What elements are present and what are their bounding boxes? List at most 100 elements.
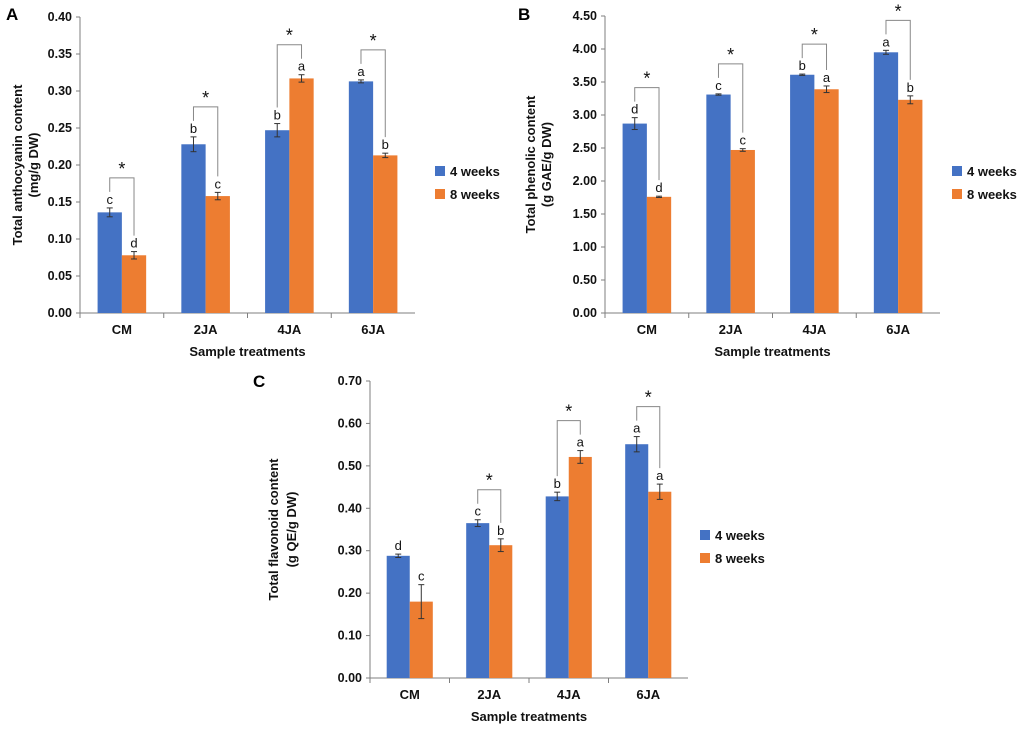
bar-eight-weeks: [648, 491, 672, 678]
bar-four-weeks: [265, 130, 290, 313]
bar-four-weeks: [873, 52, 899, 314]
significance-bracket: [885, 19, 911, 80]
bar-four-weeks: [622, 123, 647, 313]
x-tick-label: 4JA: [277, 322, 301, 337]
significance-bracket: [634, 87, 660, 181]
y-tick-label: 0.50: [338, 459, 362, 473]
y-axis-title-units: (mg/g DW): [26, 133, 41, 198]
legend-swatch: [700, 553, 710, 563]
significance-letter: d: [130, 236, 137, 251]
y-axis-title: Total phenolic content: [523, 95, 538, 233]
significance-bracket: [477, 489, 502, 523]
bar-four-weeks: [790, 74, 815, 314]
y-tick-label: 4.50: [573, 9, 597, 23]
significance-letter: c: [106, 192, 113, 207]
significance-letter: c: [740, 133, 747, 148]
x-tick-label: 6JA: [636, 687, 660, 702]
panel-label: C: [253, 372, 265, 391]
y-tick-label: 4.00: [573, 42, 597, 56]
significance-letter: c: [474, 504, 481, 519]
significance-star: *: [118, 159, 125, 179]
significance-star: *: [286, 26, 293, 46]
significance-letter: b: [799, 58, 806, 73]
significance-bracket: [556, 420, 581, 477]
significance-bracket: [276, 44, 303, 108]
significance-letter: a: [633, 421, 641, 436]
significance-star: *: [727, 45, 734, 65]
legend-label: 4 weeks: [715, 528, 765, 543]
legend-swatch: [952, 189, 962, 199]
y-tick-label: 1.00: [573, 240, 597, 254]
y-tick-label: 0.00: [338, 671, 362, 685]
bar-eight-weeks: [646, 196, 672, 313]
significance-star: *: [370, 31, 377, 51]
significance-letter: c: [215, 176, 222, 191]
significance-letter: b: [382, 137, 389, 152]
y-tick-label: 2.00: [573, 174, 597, 188]
x-axis-title: Sample treatments: [714, 344, 830, 359]
y-tick-label: 3.00: [573, 108, 597, 122]
y-tick-label: 0.25: [48, 121, 72, 135]
significance-letter: d: [631, 102, 638, 117]
legend-label: 8 weeks: [967, 187, 1017, 202]
legend-label: 8 weeks: [715, 551, 765, 566]
legend-swatch: [700, 530, 710, 540]
significance-letter: d: [655, 180, 662, 195]
significance-bracket: [636, 406, 661, 469]
significance-star: *: [645, 388, 652, 408]
chart-panel-c: C 0.00 0.10 0.20 0.30 0.40 0.50 0.60 0.70 Total f…: [253, 372, 765, 724]
bar-four-weeks: [348, 81, 374, 313]
legend-label: 4 weeks: [450, 164, 500, 179]
x-tick-label: 6JA: [886, 322, 910, 337]
chart-panel-a: A 0.00 0.05 0.10 0.15 0.20 0.25 0.30 0.35 0.40 Tot…: [6, 5, 500, 359]
y-tick-label: 0.10: [48, 232, 72, 246]
x-tick-label: 2JA: [477, 687, 501, 702]
significance-star: *: [486, 471, 493, 491]
significance-bracket: [717, 63, 744, 133]
y-tick-label: 3.50: [573, 75, 597, 89]
y-tick-label: 0.20: [338, 586, 362, 600]
significance-letter: c: [715, 78, 722, 93]
bar-eight-weeks: [409, 601, 433, 678]
y-tick-label: 0.70: [338, 374, 362, 388]
y-axis-title-units: (g GAE/g DW): [539, 122, 554, 207]
y-tick-label: 1.50: [573, 207, 597, 221]
significance-letter: d: [395, 538, 402, 553]
significance-star: *: [565, 402, 572, 422]
bar-eight-weeks: [121, 255, 147, 313]
bar-eight-weeks: [373, 155, 398, 313]
y-tick-label: 2.50: [573, 141, 597, 155]
y-tick-label: 0.20: [48, 158, 72, 172]
chart-panel-b: B 0.00 0.50 1.00 1.50 2.00 2.50 3.00 3.50 4.00 4.5…: [518, 1, 1017, 359]
bar-four-weeks: [545, 496, 569, 678]
y-tick-label: 0.05: [48, 269, 72, 283]
y-tick-label: 0.40: [48, 10, 72, 24]
y-tick-label: 0.15: [48, 195, 72, 209]
y-axis-title: Total flavonoid content: [266, 458, 281, 601]
x-axis-title: Sample treatments: [471, 709, 587, 724]
y-tick-label: 0.40: [338, 501, 362, 515]
y-tick-label: 0.35: [48, 47, 72, 61]
significance-letter: b: [274, 108, 281, 123]
significance-bracket: [801, 43, 828, 70]
y-tick-label: 0.30: [48, 84, 72, 98]
legend-label: 8 weeks: [450, 187, 500, 202]
significance-star: *: [202, 88, 209, 108]
significance-letter: b: [497, 523, 504, 538]
bar-eight-weeks: [205, 196, 230, 313]
significance-letter: a: [823, 70, 831, 85]
bar-four-weeks: [386, 555, 410, 678]
x-tick-label: 2JA: [719, 322, 743, 337]
x-tick-label: CM: [400, 687, 420, 702]
y-tick-label: 0.50: [573, 273, 597, 287]
x-tick-label: CM: [637, 322, 657, 337]
significance-letter: a: [577, 435, 585, 450]
y-axis-title: Total anthocyanin content: [10, 84, 25, 245]
bar-eight-weeks: [489, 545, 513, 678]
bar-four-weeks: [97, 212, 122, 313]
bar-four-weeks: [466, 523, 490, 678]
significance-letter: a: [298, 59, 306, 74]
panel-label: A: [6, 5, 18, 24]
y-tick-label: 0.00: [573, 306, 597, 320]
